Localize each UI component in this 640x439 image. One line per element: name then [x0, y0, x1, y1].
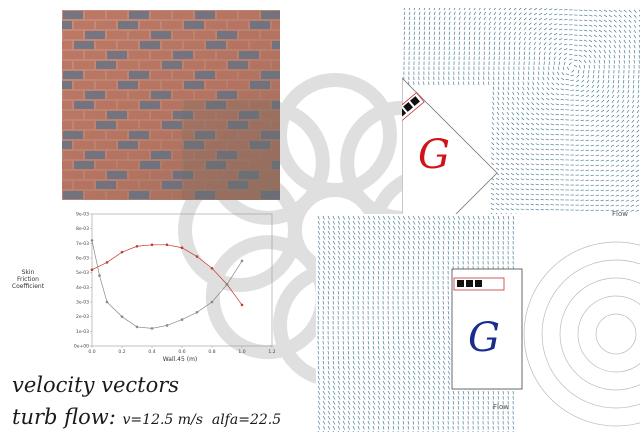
chart-data-point	[240, 259, 244, 263]
chart-y-tick-label: 7e-03	[76, 241, 89, 247]
chart-data-point	[105, 300, 109, 304]
chart-x-tick-label: 0.8	[208, 349, 215, 355]
chart-x-tick-label: 0.0	[88, 349, 95, 355]
chart-y-tick-label: 6e-03	[76, 256, 89, 262]
chart-y-tick-label: 2e-03	[76, 314, 89, 320]
g-glyph-blue: G	[468, 315, 500, 361]
chart-y-tick-label: 8e-03	[76, 226, 89, 232]
chart-x-tick-label: 0.2	[118, 349, 125, 355]
velocity-field-top	[402, 8, 640, 216]
chart-data-point	[90, 239, 94, 242]
chart-series-line	[91, 240, 243, 329]
flow-label-bottom: Flow	[493, 403, 509, 411]
chart-x-tick-label: 1.2	[268, 349, 275, 355]
chart-data-point	[150, 327, 154, 330]
chart-y-tick-label: 5e-03	[76, 270, 89, 276]
caption-velocity-vectors: velocity vectors	[12, 373, 180, 397]
chart-x-tick-label: 0.4	[148, 349, 155, 355]
chart-data-point	[135, 325, 139, 329]
chart-data-point	[165, 243, 169, 247]
chart-data-point	[240, 303, 244, 307]
chart-series-line	[91, 244, 243, 306]
chart-data-point	[120, 250, 124, 254]
chart-data-point	[98, 274, 101, 277]
chart-x-tick-label: 0.6	[178, 349, 185, 355]
caption-turb-flow-prefix: turb flow:	[12, 405, 116, 429]
chart-data-point	[225, 283, 229, 286]
chart-data-point	[210, 266, 214, 270]
chart-x-tick-label: 1.0	[238, 349, 245, 355]
chart-data-point	[195, 255, 199, 258]
chart-y-tick-label: 3e-03	[76, 300, 89, 306]
chart-data-point	[150, 243, 154, 247]
chart-data-point	[165, 324, 169, 327]
chart-data-point	[195, 310, 199, 314]
chart-data-point	[120, 315, 124, 318]
velocity-field-bottom	[316, 214, 640, 432]
chart-data-point	[180, 246, 184, 250]
flow-label-top: Flow	[612, 210, 628, 218]
caption-turb-flow: turb flow: v=12.5 m/s alfa=22.5	[12, 405, 281, 429]
brick-wall-photo	[62, 10, 280, 200]
chart-y-tick-label: 0e+00	[74, 344, 89, 350]
caption-flow-parameters: v=12.5 m/s alfa=22.5	[122, 412, 282, 428]
skin-friction-chart: 0.0 0.2 0.4 0.6 0.8 1.0 1.2 0e+00 1e-03 2e-03 3e-0…	[12, 212, 276, 364]
chart-y-tick-label: 1e-03	[76, 329, 89, 335]
chart-y-axis-label: Skin Friction Coefficient	[12, 269, 45, 290]
chart-x-axis-label: Wall.45 (m)	[163, 356, 198, 363]
chart-y-tick-label: 9e-03	[76, 212, 89, 218]
chart-data-point	[210, 300, 214, 304]
chart-data-point	[180, 318, 184, 321]
chart-data-point	[135, 244, 139, 248]
g-glyph-red: G	[418, 132, 450, 178]
chart-y-tick-label: 4e-03	[76, 285, 89, 291]
chart-data-point	[90, 268, 94, 272]
chart-data-point	[105, 261, 109, 264]
